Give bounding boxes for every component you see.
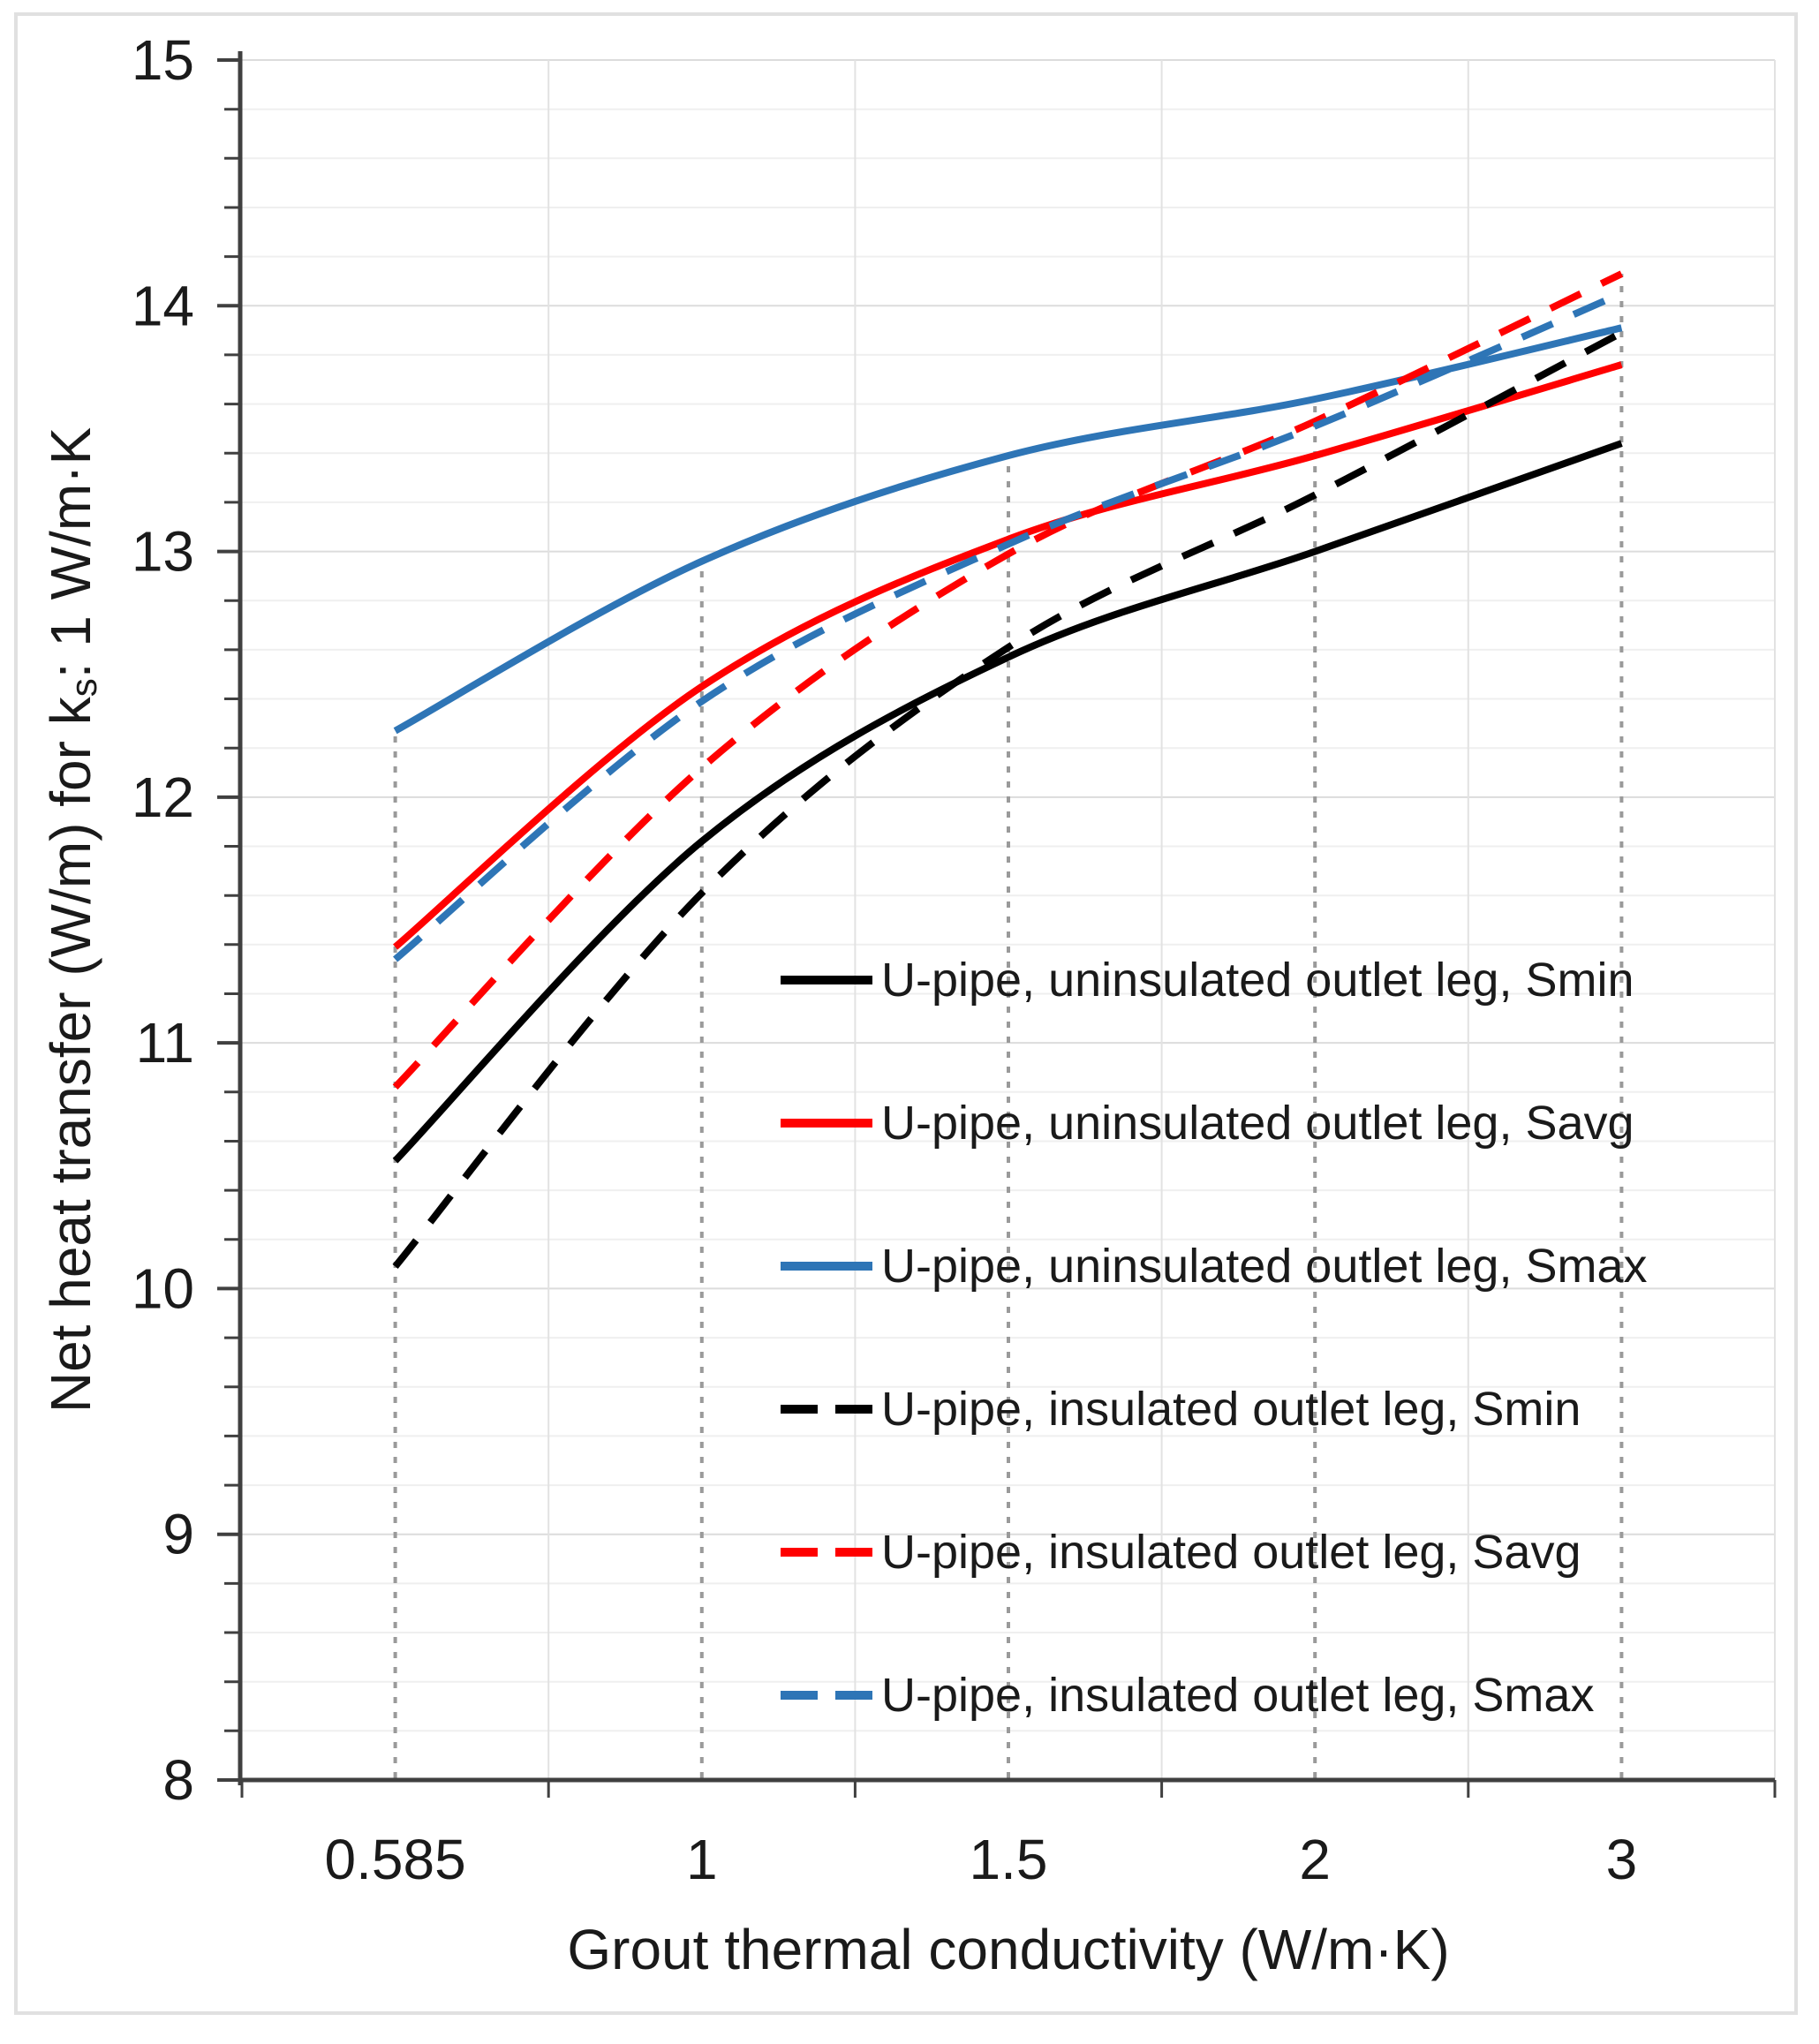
legend-item-insulated-savg: U-pipe, insulated outlet leg, Savg: [781, 1526, 1581, 1579]
series-lines: [392, 270, 1624, 1269]
y-tick-label: 15: [132, 28, 194, 92]
y-tick-label: 9: [162, 1503, 194, 1566]
axes: [217, 51, 1777, 1798]
series-line-insulated-smax: [393, 290, 1623, 962]
legend-label-uninsulated-savg: U-pipe, uninsulated outlet leg, Savg: [881, 1097, 1634, 1150]
series-line-uninsulated-smin: [392, 440, 1623, 1164]
legend-label-uninsulated-smin: U-pipe, uninsulated outlet leg, Smin: [881, 954, 1634, 1007]
series-line-uninsulated-savg: [393, 361, 1623, 950]
legend-label-insulated-smax: U-pipe, insulated outlet leg, Smax: [881, 1669, 1594, 1722]
x-tick-label: 0.585: [325, 1828, 466, 1891]
category-droplines: [393, 274, 1624, 1778]
legend-label-uninsulated-smax: U-pipe, uninsulated outlet leg, Smax: [881, 1240, 1648, 1293]
legend-item-insulated-smin: U-pipe, insulated outlet leg, Smin: [781, 1383, 1581, 1436]
legend-item-uninsulated-smax: U-pipe, uninsulated outlet leg, Smax: [781, 1240, 1648, 1293]
y-axis-title-subscript: s: [63, 678, 104, 697]
y-tick-label: 10: [132, 1256, 194, 1320]
legend-item-uninsulated-savg: U-pipe, uninsulated outlet leg, Savg: [781, 1097, 1634, 1150]
tick-labels: 8 9 10 11 12 13 14 15 0.585 1 1.5 2 3: [132, 28, 1637, 1891]
y-axis-title-pre: Net heat transfer (W/m) for k: [39, 696, 102, 1413]
y-axis-title: Net heat transfer (W/m) for ks: 1 W/m·K: [39, 427, 104, 1413]
series-line-insulated-savg: [392, 270, 1624, 1090]
y-axis-title-post: : 1 W/m·K: [39, 427, 102, 678]
y-tick-label: 13: [132, 520, 194, 584]
legend: U-pipe, uninsulated outlet leg, Smin U-p…: [781, 954, 1648, 1722]
x-tick-label: 2: [1299, 1828, 1331, 1891]
x-axis-title: Grout thermal conductivity (W/m·K): [567, 1918, 1449, 1981]
legend-label-insulated-smin: U-pipe, insulated outlet leg, Smin: [881, 1383, 1581, 1436]
y-tick-label: 8: [162, 1748, 194, 1812]
y-tick-label: 12: [132, 766, 194, 829]
y-tick-label: 11: [136, 1011, 194, 1075]
legend-label-insulated-savg: U-pipe, insulated outlet leg, Savg: [881, 1526, 1581, 1579]
legend-item-uninsulated-smin: U-pipe, uninsulated outlet leg, Smin: [781, 954, 1634, 1007]
series-line-insulated-smin: [392, 329, 1624, 1269]
x-tick-label: 1.5: [970, 1828, 1048, 1891]
y-tick-label: 14: [132, 274, 194, 337]
x-tick-label: 1: [686, 1828, 718, 1891]
legend-item-insulated-smax: U-pipe, insulated outlet leg, Smax: [781, 1669, 1594, 1722]
x-tick-label: 3: [1606, 1828, 1638, 1891]
